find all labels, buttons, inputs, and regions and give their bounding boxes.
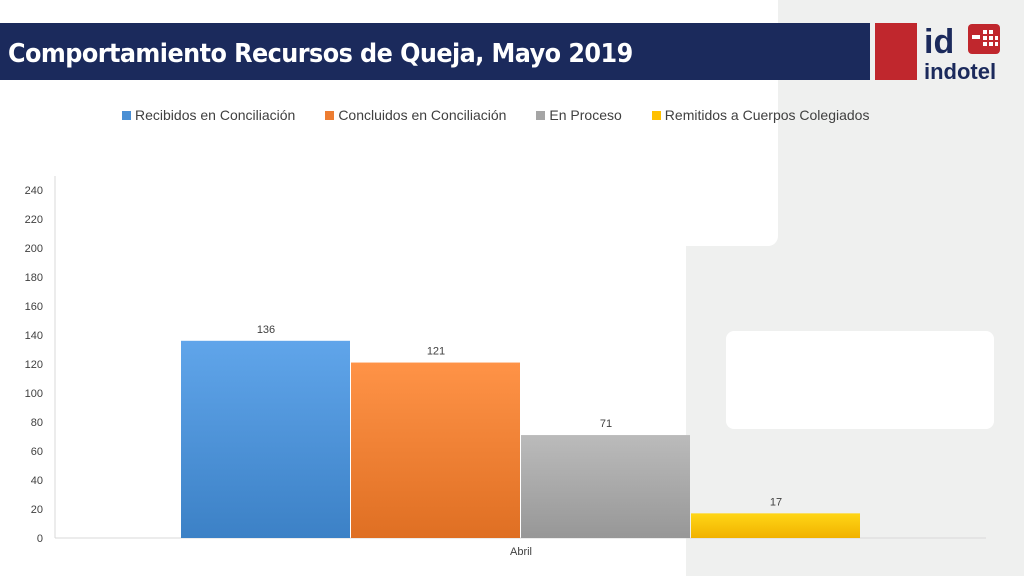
y-tick-label: 80 [31, 417, 43, 429]
y-tick-label: 60 [31, 446, 43, 458]
indotel-logo: id indotel [924, 23, 1000, 82]
legend-label: Concluidos en Conciliación [338, 107, 507, 123]
chart-legend: Recibidos en Conciliación Concluidos en C… [122, 106, 899, 124]
background-card [726, 331, 994, 429]
x-category-label: Abril [510, 546, 532, 558]
y-tick-label: 220 [25, 214, 43, 226]
logo-name-text: indotel [924, 59, 996, 82]
y-tick-label: 140 [25, 330, 43, 342]
legend-swatch [536, 110, 546, 120]
logo-red-block [875, 23, 917, 80]
data-label: 136 [257, 324, 275, 336]
logo-dots-icon [972, 30, 998, 46]
y-tick-label: 120 [25, 359, 43, 371]
data-label: 17 [770, 496, 782, 508]
bar-3 [521, 435, 690, 538]
y-tick-label: 160 [25, 301, 43, 313]
y-tick-label: 40 [31, 475, 43, 487]
y-tick-label: 180 [25, 272, 43, 284]
bar-2 [351, 362, 520, 538]
page-title: Comportamiento Recursos de Queja, Mayo 2… [8, 39, 633, 69]
legend-item: Concluidos en Conciliación [325, 107, 506, 123]
data-label: 121 [427, 346, 445, 358]
legend-item: Recibidos en Conciliación [122, 107, 295, 123]
legend-label: Recibidos en Conciliación [135, 107, 296, 123]
data-label: 71 [600, 418, 612, 430]
y-tick-label: 20 [31, 504, 43, 516]
legend-item: En Proceso [536, 107, 622, 123]
legend-swatch [651, 110, 661, 120]
title-bar [0, 23, 870, 80]
y-tick-label: 0 [37, 533, 43, 545]
y-tick-label: 200 [25, 243, 43, 255]
logo-mark-text: id [924, 23, 954, 61]
y-tick-label: 100 [25, 388, 43, 400]
legend-item: Remitidos a Cuerpos Colegiados [651, 107, 870, 123]
y-tick-label: 240 [25, 185, 43, 197]
legend-label: Remitidos a Cuerpos Colegiados [664, 107, 870, 123]
legend-swatch [325, 110, 335, 120]
legend-label: En Proceso [549, 107, 622, 123]
bar-4 [691, 513, 860, 538]
legend-swatch [122, 110, 131, 120]
bar-1 [181, 340, 350, 538]
